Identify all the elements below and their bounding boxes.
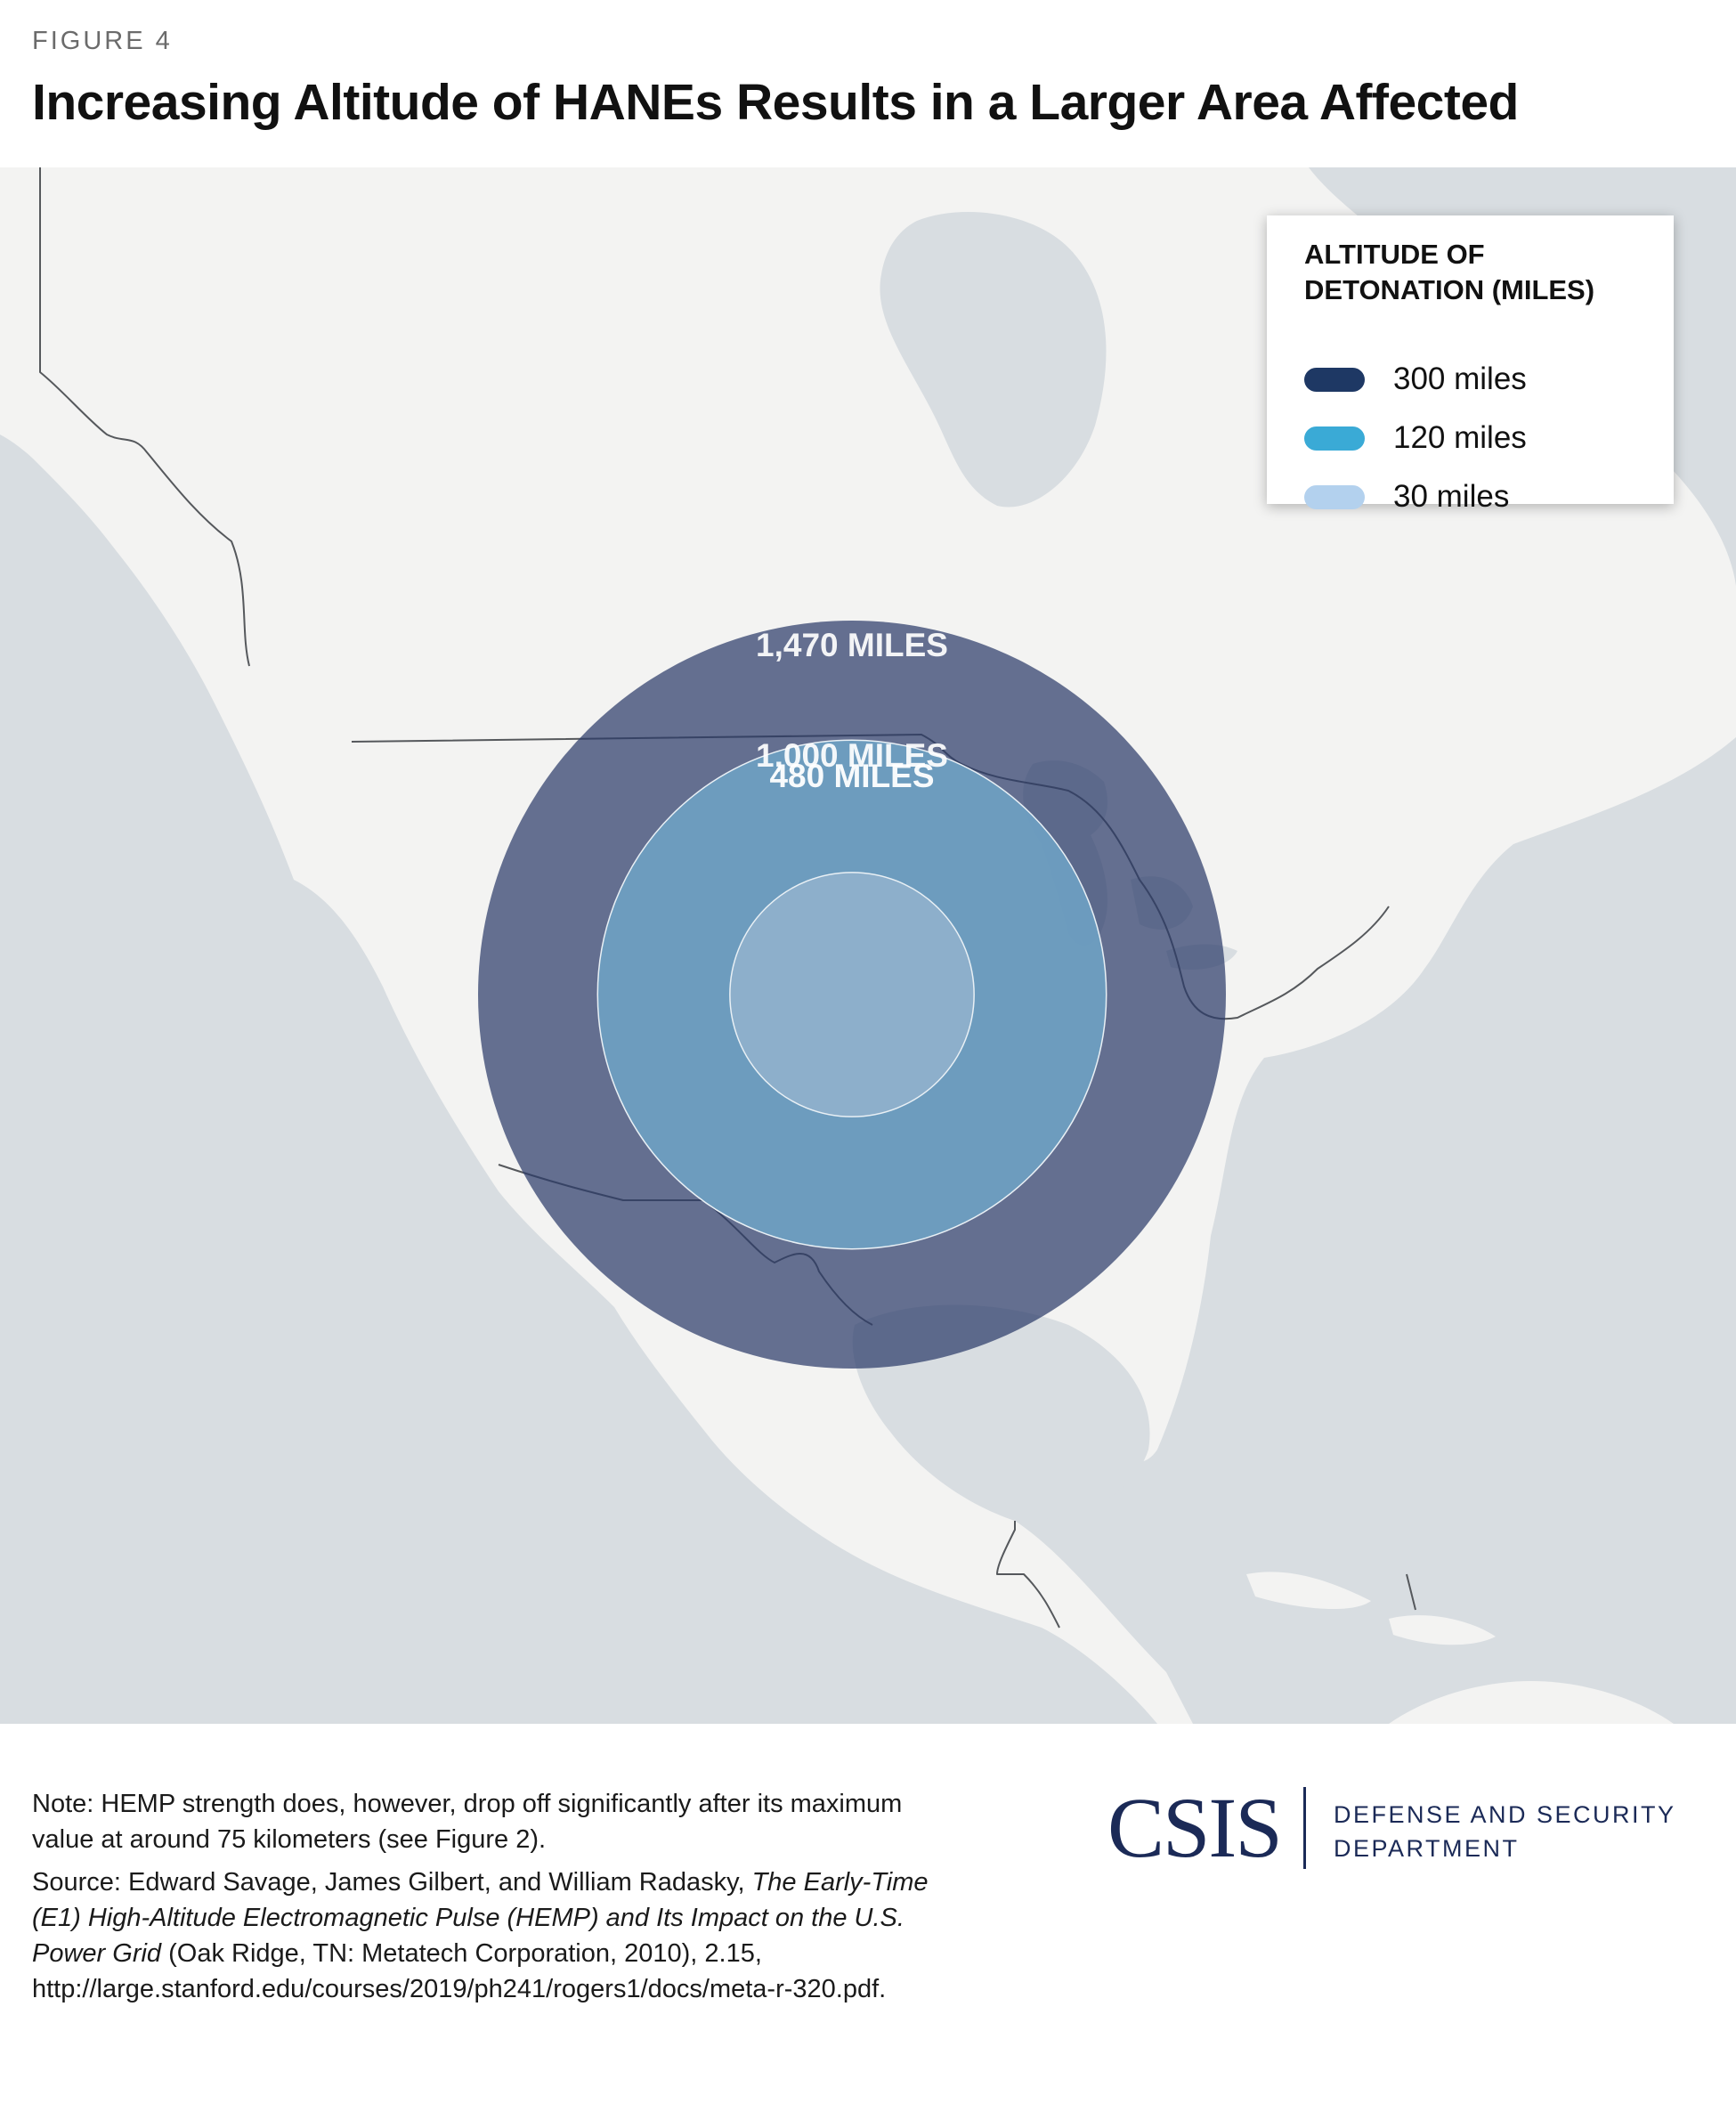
south-america-landmass <box>1389 1681 1674 1724</box>
legend-swatch-30-miles <box>1304 484 1365 509</box>
csis-logo-mark: CSIS <box>1107 1780 1283 1875</box>
department-line-1: DEFENSE AND SECURITY <box>1334 1801 1676 1828</box>
figure-source: Source: Edward Savage, James Gilbert, an… <box>32 1864 958 2007</box>
legend-item-120-miles: 120 miles <box>1304 418 1527 458</box>
figure-label: FIGURE 4 <box>32 27 173 55</box>
csis-logo: CSIS DEFENSE AND SECURITY DEPARTMENT <box>1107 1783 1677 1872</box>
legend-swatch-300-miles <box>1304 367 1365 392</box>
ring-480-miles <box>729 872 975 1117</box>
legend-label: 30 miles <box>1393 479 1510 514</box>
figure-title: Increasing Altitude of HANEs Results in … <box>32 74 1519 131</box>
legend-label: 120 miles <box>1393 420 1527 455</box>
department-name: DEFENSE AND SECURITY DEPARTMENT <box>1334 1798 1676 1865</box>
department-line-2: DEPARTMENT <box>1334 1835 1520 1862</box>
logo-divider <box>1303 1787 1306 1869</box>
source-suffix: (Oak Ridge, TN: Metatech Corporation, 20… <box>32 1939 887 2003</box>
legend-title: ALTITUDE OF DETONATION (MILES) <box>1304 239 1595 305</box>
figure-note: Note: HEMP strength does, however, drop … <box>32 1790 903 1854</box>
source-prefix: Source: Edward Savage, James Gilbert, an… <box>32 1868 752 1897</box>
legend-item-300-miles: 300 miles <box>1304 360 1527 399</box>
caribbean-islands <box>1246 1572 1496 1645</box>
legend-swatch-120-miles <box>1304 426 1365 451</box>
legend-label: 300 miles <box>1393 361 1527 396</box>
hudson-bay <box>880 212 1107 508</box>
ring-label-1470-miles: 1,470 MILES <box>756 627 948 663</box>
source-title: The Early-Time (E1) High-Altitude Electr… <box>32 1868 929 1968</box>
ring-label-1000-miles: 1,000 MILES <box>756 737 948 774</box>
ring-label-480-miles: 480 MILES <box>769 758 934 794</box>
legend: ALTITUDE OF DETONATION (MILES) 300 miles… <box>1267 215 1674 514</box>
legend-item-30-miles: 30 miles <box>1304 477 1509 516</box>
